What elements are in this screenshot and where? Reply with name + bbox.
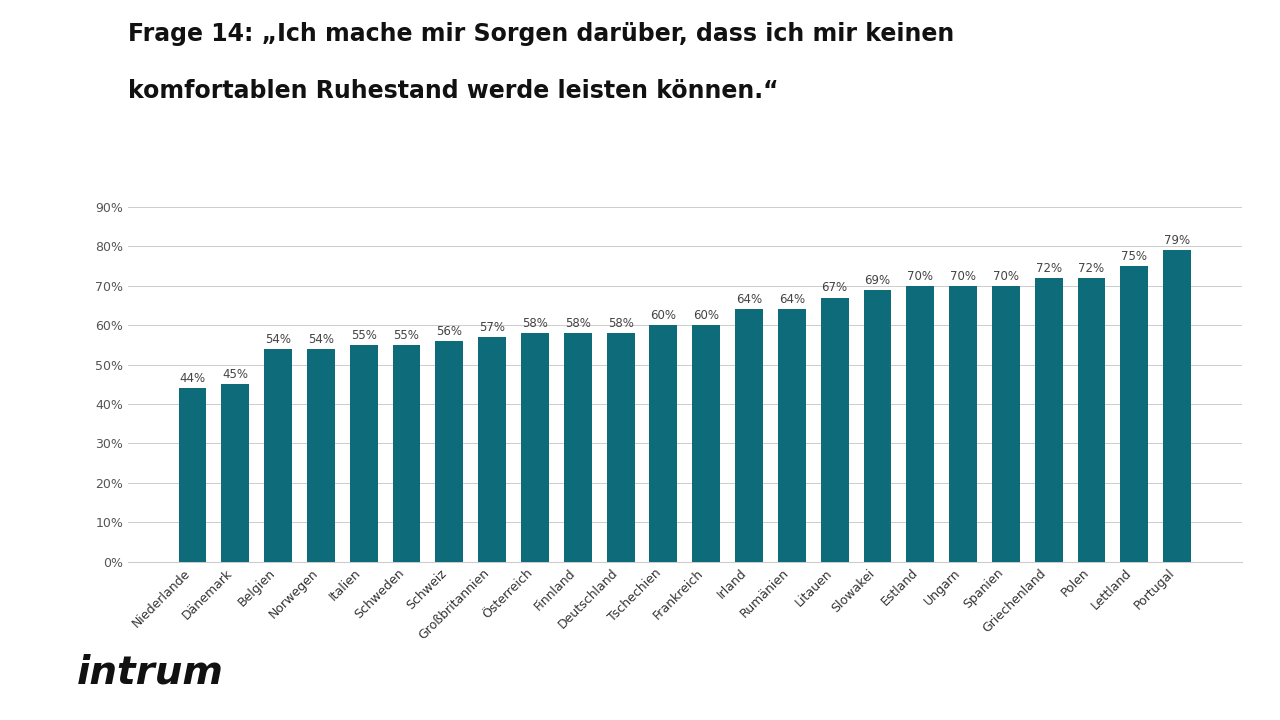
Bar (179, 388, 206, 562)
Bar (307, 348, 335, 562)
Bar (435, 341, 463, 562)
Bar (820, 297, 849, 562)
Text: 70%: 70% (993, 269, 1019, 282)
Bar (1078, 278, 1106, 562)
Bar (479, 337, 506, 562)
Text: 58%: 58% (608, 317, 634, 330)
Bar (864, 289, 891, 562)
Text: 67%: 67% (822, 282, 847, 294)
Bar (349, 345, 378, 562)
Bar (607, 333, 635, 562)
Bar (264, 348, 292, 562)
Text: 56%: 56% (436, 325, 462, 338)
Bar (564, 333, 591, 562)
Text: 60%: 60% (650, 309, 676, 322)
Bar (906, 286, 934, 562)
Text: 44%: 44% (179, 372, 206, 385)
Text: 45%: 45% (223, 368, 248, 381)
Text: 54%: 54% (308, 333, 334, 346)
Text: 69%: 69% (864, 274, 891, 287)
Bar (692, 325, 721, 562)
Bar (1034, 278, 1062, 562)
Text: 72%: 72% (1078, 261, 1105, 275)
Text: 70%: 70% (950, 269, 977, 282)
Text: Frage 14: „Ich mache mir Sorgen darüber, dass ich mir keinen: Frage 14: „Ich mache mir Sorgen darüber,… (128, 22, 955, 45)
Text: 58%: 58% (564, 317, 591, 330)
Bar (778, 310, 805, 562)
Bar (950, 286, 977, 562)
Bar (1120, 266, 1148, 562)
Bar (992, 286, 1020, 562)
Text: 79%: 79% (1164, 234, 1190, 247)
Text: 55%: 55% (394, 329, 420, 342)
Bar (521, 333, 549, 562)
Bar (735, 310, 763, 562)
Text: 54%: 54% (265, 333, 291, 346)
Bar (393, 345, 420, 562)
Text: 75%: 75% (1121, 250, 1147, 263)
Text: 58%: 58% (522, 317, 548, 330)
Text: intrum: intrum (77, 653, 224, 691)
Text: 64%: 64% (736, 293, 762, 306)
Bar (649, 325, 677, 562)
Text: 55%: 55% (351, 329, 376, 342)
Text: 60%: 60% (694, 309, 719, 322)
Bar (1164, 251, 1190, 562)
Text: 70%: 70% (908, 269, 933, 282)
Text: 64%: 64% (778, 293, 805, 306)
Text: komfortablen Ruhestand werde leisten können.“: komfortablen Ruhestand werde leisten kön… (128, 79, 778, 103)
Bar (221, 384, 250, 562)
Text: 57%: 57% (479, 321, 506, 334)
Text: 72%: 72% (1036, 261, 1061, 275)
